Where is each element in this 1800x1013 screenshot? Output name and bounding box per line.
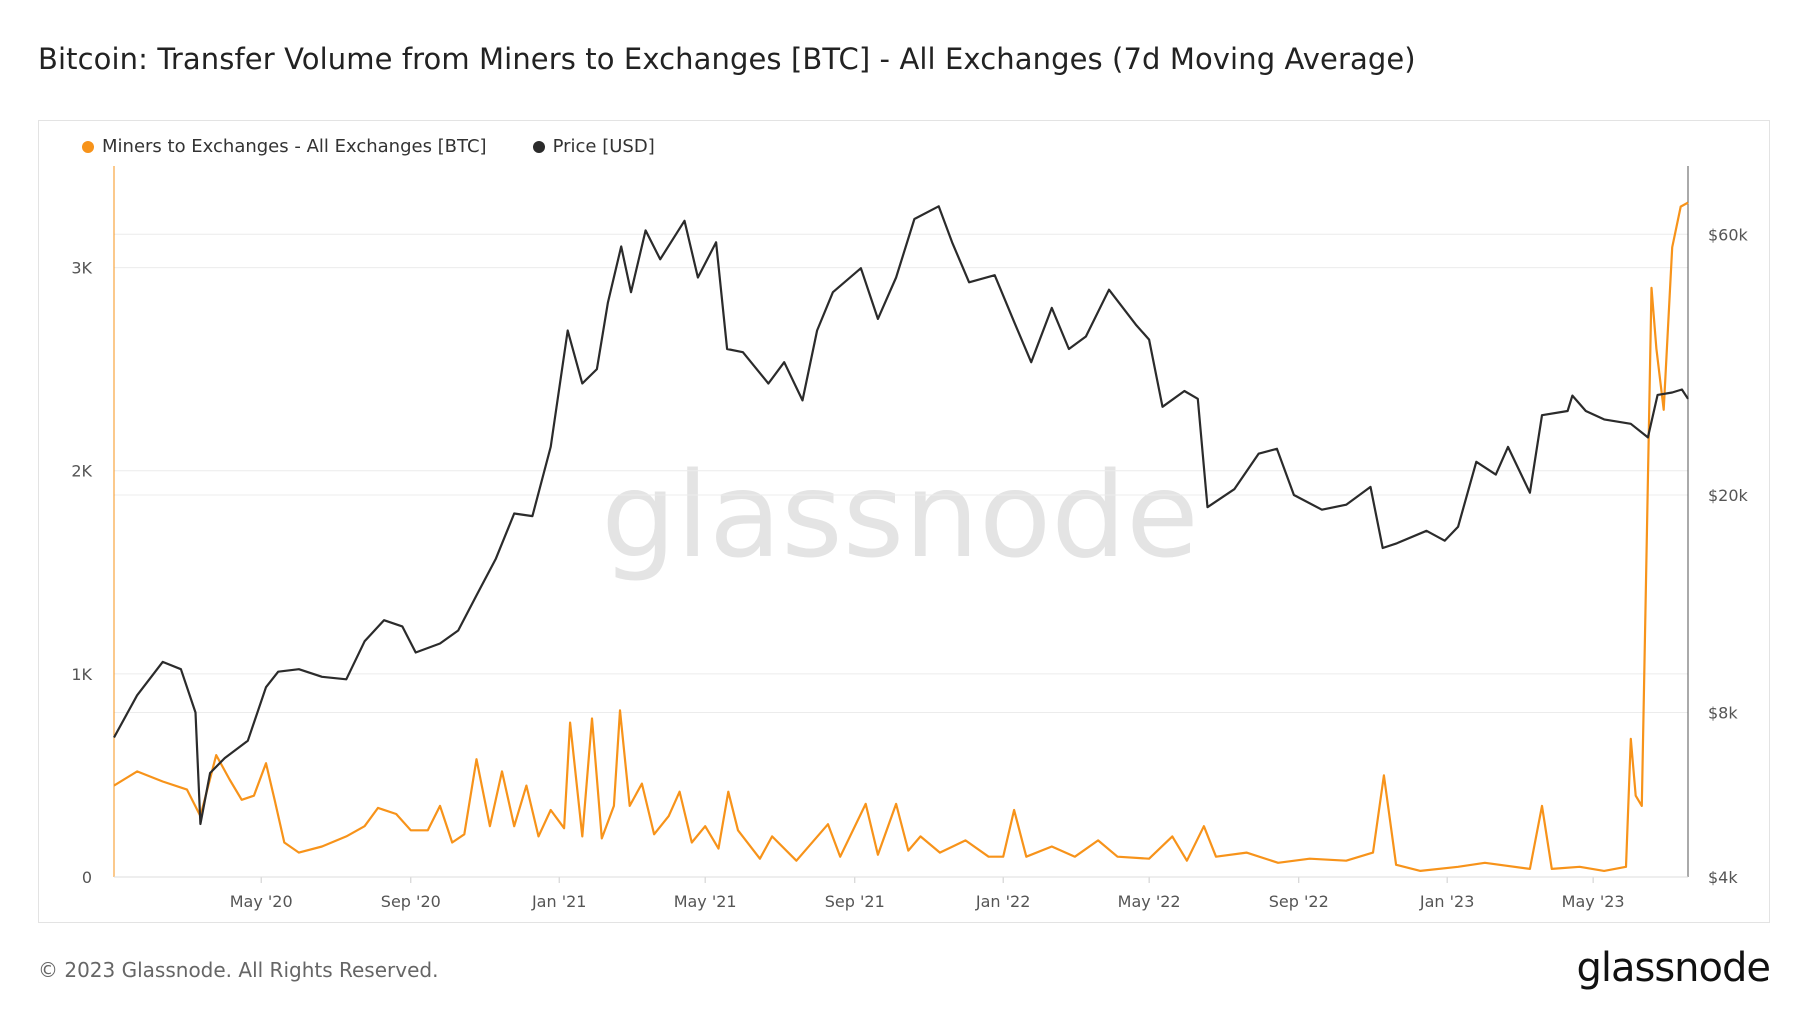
legend-item-price[interactable]: Price [USD] — [532, 136, 655, 157]
y-left-tick-label: 0 — [82, 868, 92, 887]
x-tick-label: May '23 — [1562, 892, 1625, 911]
legend-dot-price — [532, 140, 545, 153]
series-line-price — [113, 205, 1689, 826]
y-right-tick-label: $8k — [1708, 703, 1738, 722]
y-right-tick-label: $20k — [1708, 486, 1749, 505]
legend: Miners to Exchanges - All Exchanges [BTC… — [82, 136, 655, 157]
x-tick-label: May '20 — [230, 892, 293, 911]
axes: 0 1K 2K 3K $4k $8k $20k $60k May '20 Sep '20 Jan '… — [71, 166, 1749, 911]
y-left-tick-label: 1K — [71, 665, 92, 684]
y-right-tick-label: $60k — [1708, 225, 1749, 244]
legend-dot-miners — [82, 140, 94, 153]
series-layer — [113, 201, 1689, 872]
y-right-tick-label: $4k — [1708, 868, 1738, 887]
legend-item-miners[interactable]: Miners to Exchanges - All Exchanges [BTC… — [82, 136, 487, 157]
x-tick-label: Jan '21 — [531, 892, 587, 911]
legend-label-price: Price [USD] — [552, 136, 655, 157]
x-tick-label: May '21 — [674, 892, 737, 911]
x-tick-label: Sep '22 — [1269, 892, 1329, 911]
y-left-tick-label: 2K — [71, 462, 92, 481]
x-tick-label: Jan '23 — [1419, 892, 1475, 911]
y-left-tick-label: 3K — [71, 259, 92, 278]
x-tick-label: Sep '21 — [825, 892, 885, 911]
watermark: glassnode — [601, 446, 1198, 584]
chart-title: Bitcoin: Transfer Volume from Miners to … — [38, 42, 1416, 76]
glassnode-logo[interactable]: glassnode — [1576, 945, 1771, 991]
copyright-text: © 2023 Glassnode. All Rights Reserved. — [38, 958, 439, 982]
x-tick-label: May '22 — [1118, 892, 1181, 911]
x-tick-label: Sep '20 — [381, 892, 441, 911]
x-tick-label: Jan '22 — [975, 892, 1031, 911]
legend-label-miners: Miners to Exchanges - All Exchanges [BTC… — [102, 136, 487, 157]
chart-panel — [38, 120, 1770, 923]
series-line-miners-to-exchanges — [113, 201, 1689, 872]
